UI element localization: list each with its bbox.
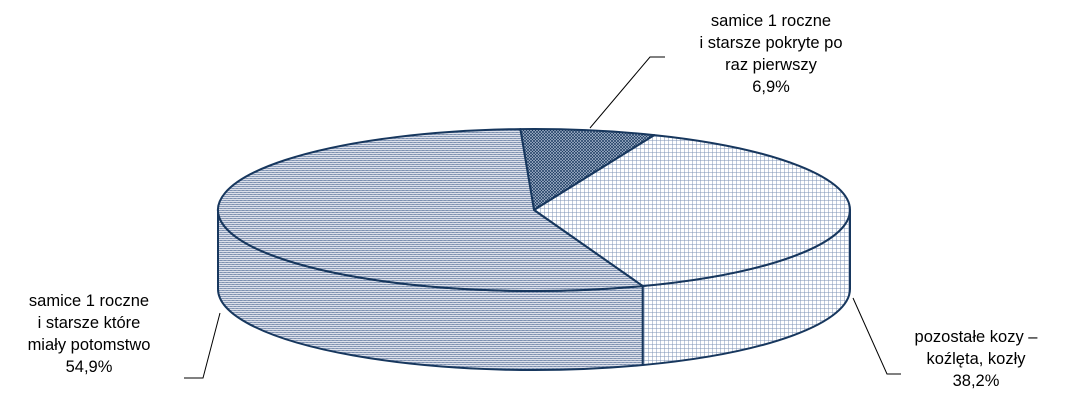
pie-slice-2: [519, 128, 656, 211]
slice-value-0: 54,9%: [66, 358, 113, 376]
slice-value-2: 6,9%: [752, 78, 790, 96]
slice-value-1: 38,2%: [953, 372, 1000, 390]
slice-label-2: samice 1 roczne i starsze pokryte po raz p…: [699, 12, 842, 96]
slices-layer: [216, 128, 851, 371]
pie-slice-1: [533, 134, 851, 288]
pie-slice-0: [216, 128, 644, 292]
slice-label-0: samice 1 roczne i starsze które miały poto…: [28, 292, 151, 376]
slice-label-0-line-0: samice 1 roczne: [29, 292, 149, 310]
slice-label-1-line-1: koźlęta, kozły: [926, 350, 1026, 368]
leader-line-0: [184, 312, 221, 379]
slice-label-2-line-2: raz pierwszy: [725, 56, 817, 74]
leader-line-1: [852, 297, 901, 375]
slice-label-0-line-1: i starsze które: [38, 314, 141, 332]
slice-label-2-line-1: i starsze pokryte po: [699, 34, 842, 52]
leader-line-2: [589, 56, 665, 129]
slice-label-1: pozostałe kozy – koźlęta, kozły 38,2%: [915, 328, 1039, 390]
slice-label-0-line-2: miały potomstwo: [28, 336, 151, 354]
labels-layer: samice 1 roczne i starsze które miały poto…: [28, 12, 1039, 390]
slice-label-1-line-0: pozostałe kozy –: [915, 328, 1039, 346]
slice-label-2-line-0: samice 1 roczne: [711, 12, 831, 30]
